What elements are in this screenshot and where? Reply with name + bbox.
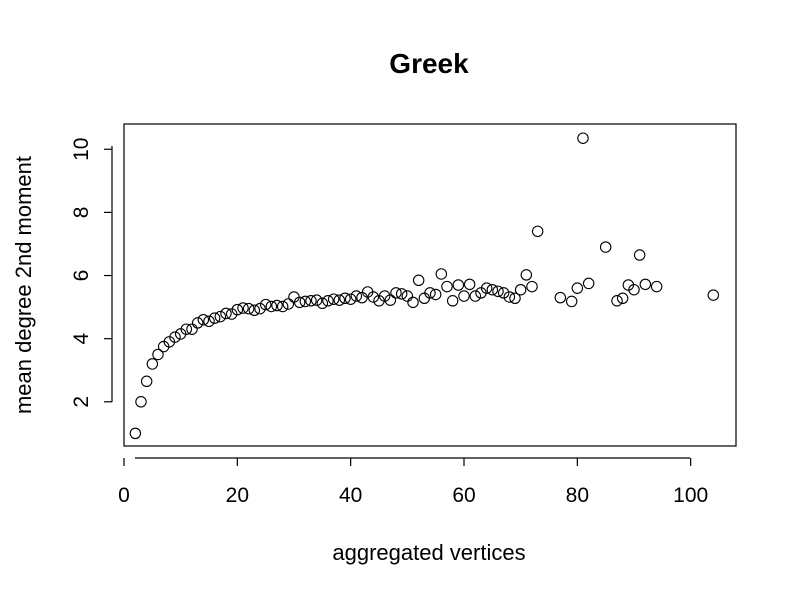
data-point [197, 313, 210, 326]
data-points [129, 132, 720, 440]
chart-title: Greek [389, 48, 469, 79]
data-point [344, 293, 357, 305]
data-point [237, 302, 249, 314]
data-point [231, 303, 244, 316]
data-point [599, 241, 612, 253]
data-point [248, 304, 261, 317]
data-point [554, 291, 567, 304]
data-point [299, 295, 312, 308]
data-point [469, 290, 482, 302]
data-point [497, 287, 510, 299]
data-point [333, 294, 346, 306]
data-point [378, 290, 391, 302]
data-point [633, 249, 646, 261]
data-point [520, 269, 533, 281]
data-point [350, 290, 363, 302]
data-point [242, 302, 255, 315]
data-point [707, 289, 720, 301]
data-point [565, 295, 578, 308]
x-tick-label: 100 [673, 484, 708, 507]
data-point [531, 225, 544, 238]
data-point [152, 348, 164, 361]
data-point [424, 287, 436, 299]
data-point [316, 297, 329, 310]
data-point [140, 375, 153, 388]
data-point [191, 317, 204, 329]
data-point [271, 299, 283, 312]
data-point [395, 288, 408, 300]
data-point [480, 282, 493, 294]
x-tick-label: 40 [339, 484, 362, 507]
data-point [259, 298, 272, 311]
data-point [305, 295, 317, 307]
data-point [486, 283, 499, 296]
data-point [322, 295, 334, 307]
data-point [628, 283, 640, 296]
data-point [458, 290, 470, 302]
data-point [356, 291, 368, 304]
x-tick-label: 20 [226, 484, 249, 507]
data-point [577, 132, 589, 144]
data-point [435, 268, 448, 280]
data-point [616, 292, 629, 305]
y-axis: 2 4 6 8 10 [70, 138, 113, 408]
data-point [503, 291, 516, 303]
data-point [407, 296, 419, 309]
data-point [526, 280, 538, 293]
data-point [146, 358, 159, 370]
data-point [650, 280, 663, 293]
data-point [514, 283, 527, 296]
x-tick-label: 0 [118, 484, 130, 507]
data-point [129, 427, 142, 440]
data-point [310, 294, 323, 306]
x-axis-label: aggregated vertices [332, 540, 525, 565]
data-point [446, 295, 459, 307]
data-point [293, 296, 306, 309]
y-tick-label: 4 [70, 333, 93, 345]
data-point [441, 280, 453, 293]
data-point [384, 294, 397, 306]
data-point [169, 331, 181, 343]
data-point [492, 285, 504, 298]
y-tick-label: 2 [70, 396, 93, 408]
data-point [208, 312, 221, 324]
y-tick-label: 6 [70, 270, 93, 282]
data-point [265, 300, 278, 313]
data-point [276, 300, 289, 313]
data-point [186, 323, 198, 335]
data-point [412, 274, 425, 287]
data-point [367, 291, 380, 303]
y-axis-label: mean degree 2nd moment [11, 156, 36, 414]
data-point [203, 315, 215, 328]
x-axis: 0 20 40 60 80 100 [118, 457, 708, 507]
data-point [282, 298, 295, 310]
data-point [220, 307, 232, 320]
data-point [214, 310, 227, 323]
data-point [327, 293, 340, 305]
data-point [571, 282, 584, 294]
data-point [611, 295, 623, 307]
data-point [135, 396, 147, 408]
x-tick-label: 80 [566, 484, 589, 507]
data-point [463, 278, 476, 291]
data-point [390, 287, 402, 299]
data-point [452, 279, 465, 291]
data-point [339, 292, 351, 305]
data-point [180, 323, 193, 335]
data-point [639, 278, 652, 291]
data-point [582, 277, 595, 290]
x-tick-label: 60 [452, 484, 475, 507]
y-tick-label: 10 [70, 138, 93, 161]
y-tick-label: 8 [70, 207, 93, 219]
data-point [401, 290, 414, 302]
data-point [429, 288, 442, 301]
data-point [254, 302, 266, 315]
data-point [509, 292, 521, 305]
plot-frame [123, 123, 737, 447]
